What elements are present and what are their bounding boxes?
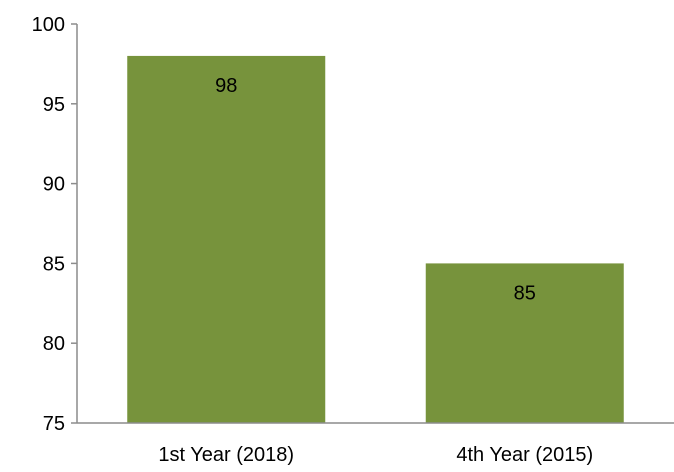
bar [425, 263, 624, 423]
y-tick-label: 75 [43, 413, 65, 435]
y-tick-label: 85 [43, 253, 65, 275]
bars-group [127, 55, 624, 424]
x-axis-ticks: 1st Year (2018) 4th Year (2015) [158, 444, 593, 466]
bar-value-label: 85 [514, 282, 536, 304]
y-tick-label: 80 [43, 333, 65, 355]
x-category-label: 1st Year (2018) [158, 444, 294, 466]
bar-value-label: 98 [215, 75, 237, 97]
data-labels-group: 98 85 [215, 75, 536, 304]
bar [127, 55, 326, 424]
y-tick-label: 95 [43, 94, 65, 116]
y-tick-label: 100 [32, 14, 65, 36]
x-category-label: 4th Year (2015) [456, 444, 593, 466]
y-axis-ticks: 75 80 85 90 95 100 [32, 14, 77, 435]
y-tick-label: 90 [43, 174, 65, 196]
